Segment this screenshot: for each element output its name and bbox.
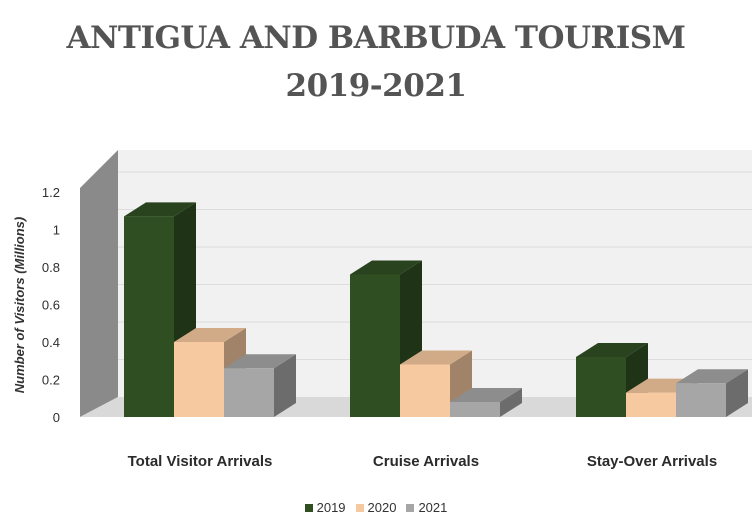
legend-swatch [355,504,364,512]
y-tick-label: 0.8 [42,260,60,275]
x-axis-categories: Total Visitor Arrivals Cruise Arrivals Sta… [128,453,718,470]
legend: 2019 2020 2021 [0,500,752,515]
legend-item: 2021 [406,500,447,515]
x-category-label: Total Visitor Arrivals [128,453,273,470]
bar [400,350,472,417]
y-tick-label: 0.6 [42,298,60,313]
bar [224,354,296,417]
legend-swatch [304,504,313,512]
legend-swatch [406,504,415,512]
bars [124,202,748,417]
chart-title-line-1: ANTIGUA AND BARBUDA TOURISM [66,20,686,56]
y-tick-label: 1.2 [42,185,60,200]
bar [676,369,748,417]
legend-label: 2020 [367,500,397,515]
x-category-label: Stay-Over Arrivals [587,453,717,470]
y-axis-label: Number of Visitors (Millions) [12,217,27,393]
bar [450,388,522,417]
y-tick-label: 0.2 [42,373,60,388]
legend-item: 2020 [355,500,397,515]
y-tick-label: 0 [53,410,60,425]
legend-label: 2021 [418,500,448,515]
side-wall [80,150,118,417]
legend-item: 2019 [304,500,346,515]
chart-title-line-2: 2019-2021 [285,68,467,104]
chart-title: ANTIGUA AND BARBUDA TOURISM 2019-2021 [0,14,752,110]
y-axis-ticks: 0 0.2 0.4 0.6 0.8 1 1.2 [42,171,752,425]
back-wall [118,150,752,397]
bar-chart: 0 0.2 0.4 0.6 0.8 1 1.2 Total Visitor Arrivals… [12,150,752,470]
y-tick-label: 1 [53,223,60,238]
x-category-label: Cruise Arrivals [373,453,479,470]
y-tick-label: 0.4 [42,335,60,350]
legend-label: 2019 [316,500,346,515]
